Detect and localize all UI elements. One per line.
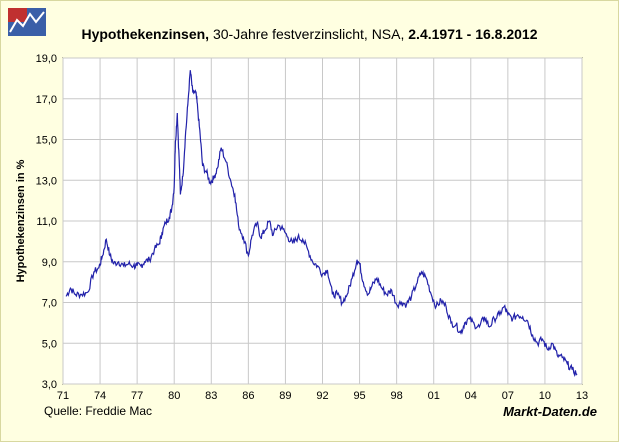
- title-range: 2.4.1971 - 16.8.2012: [408, 26, 538, 42]
- x-tick-label: 04: [465, 390, 477, 402]
- x-tick-label: 07: [502, 390, 514, 402]
- y-tick-label: 9,0: [42, 257, 57, 269]
- y-tick-label: 5,0: [42, 338, 57, 350]
- y-tick-label: 15,0: [36, 135, 57, 147]
- axis-ticks: 71 74 77 80 83 86 89 92 95 98 01 04 07 10 13 3,0 5,0 7,0 9…: [36, 53, 589, 402]
- series-line: [65, 70, 578, 378]
- logo-icon: [8, 8, 46, 36]
- brand-label: Markt-Daten.de: [503, 404, 597, 419]
- y-tick-label: 11,0: [36, 216, 57, 228]
- y-tick-label: 19,0: [36, 53, 57, 65]
- x-tick-label: 77: [131, 390, 143, 402]
- chart-title: Hypothekenzinsen, 30-Jahre festverzinsli…: [0, 26, 619, 42]
- x-tick-label: 13: [576, 390, 588, 402]
- y-axis-label: Hypothekenzinsen in %: [15, 159, 27, 282]
- y-tick-label: 3,0: [42, 379, 57, 391]
- x-tick-label: 95: [353, 390, 365, 402]
- y-tick-label: 13,0: [36, 175, 57, 187]
- x-tick-label: 01: [428, 390, 440, 402]
- x-tick-label: 80: [168, 390, 180, 402]
- y-tick-label: 17,0: [36, 94, 57, 106]
- source-note: Quelle: Freddie Mac: [44, 404, 153, 418]
- x-tick-label: 71: [57, 390, 69, 402]
- x-tick-label: 83: [205, 390, 217, 402]
- title-sub: 30-Jahre festverzinslicht, NSA,: [212, 26, 405, 42]
- title-main: Hypothekenzinsen,: [81, 26, 210, 42]
- gridlines: [62, 57, 583, 385]
- x-tick-label: 89: [279, 390, 291, 402]
- x-tick-label: 86: [242, 390, 254, 402]
- x-tick-label: 92: [316, 390, 328, 402]
- x-tick-label: 98: [391, 390, 403, 402]
- y-tick-label: 7,0: [42, 298, 57, 310]
- x-tick-label: 74: [94, 390, 106, 402]
- x-tick-label: 10: [539, 390, 551, 402]
